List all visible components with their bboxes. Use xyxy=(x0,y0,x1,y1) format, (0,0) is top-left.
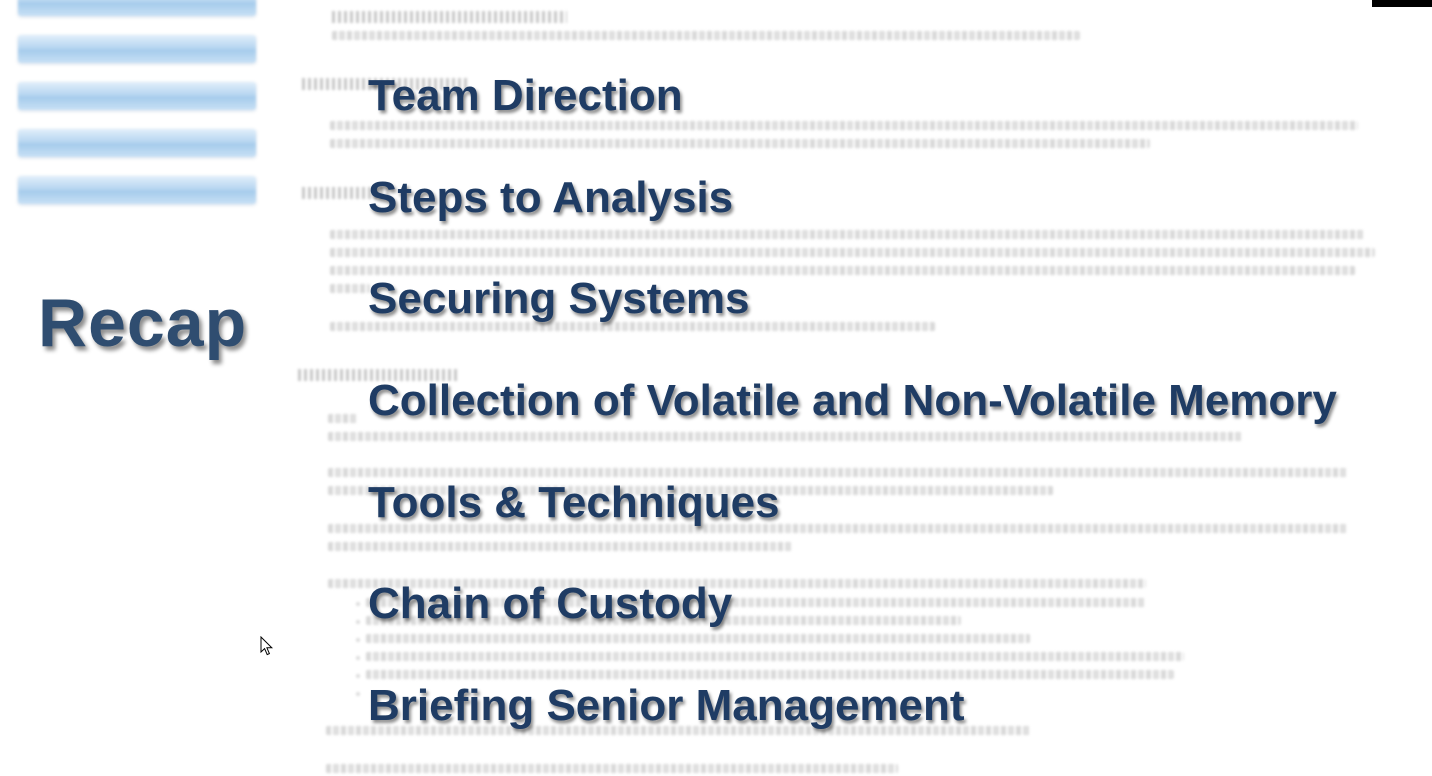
recap-item-securing-systems: Securing Systems xyxy=(368,274,750,324)
faded-text-line xyxy=(328,542,793,551)
faded-text-line xyxy=(328,579,1146,588)
faded-text-line xyxy=(328,524,1348,533)
faded-bullet xyxy=(356,674,360,678)
faded-text-line xyxy=(328,414,358,423)
faded-text-line xyxy=(302,187,392,199)
faded-text-line xyxy=(366,634,1030,643)
faded-bullet xyxy=(356,620,360,624)
faded-text-line xyxy=(366,670,1174,679)
faded-bullet xyxy=(356,638,360,642)
recap-item-tools-techniques: Tools & Techniques xyxy=(368,477,780,527)
recap-item-memory-collection: Collection of Volatile and Non-Volatile … xyxy=(368,376,1337,426)
faded-text-line xyxy=(330,322,935,331)
recap-item-briefing-management: Briefing Senior Management xyxy=(368,681,965,731)
recap-item-list: Team Direction Steps to Analysis Securin… xyxy=(368,70,1418,776)
faded-bullet xyxy=(356,602,360,606)
faded-text-line xyxy=(326,764,898,773)
background-nav-button[interactable] xyxy=(18,176,256,204)
background-nav-button[interactable] xyxy=(18,82,256,110)
faded-text-line xyxy=(330,139,1150,148)
faded-text-line xyxy=(298,369,460,381)
recap-item-steps-to-analysis: Steps to Analysis xyxy=(368,172,734,222)
faded-text-line xyxy=(332,31,1080,40)
recap-heading: Recap xyxy=(38,285,248,361)
faded-text-line xyxy=(302,78,467,90)
faded-text-line xyxy=(330,230,1365,239)
corner-black-bar xyxy=(1372,0,1432,7)
background-nav-button[interactable] xyxy=(18,129,256,157)
faded-text-line xyxy=(326,726,1031,735)
faded-text-line xyxy=(330,121,1358,130)
faded-bullet xyxy=(356,692,360,696)
faded-text-line xyxy=(330,266,1355,275)
recap-item-team-direction: Team Direction xyxy=(368,71,683,120)
faded-text-line xyxy=(330,248,1375,257)
faded-text-line xyxy=(366,598,1146,607)
faded-text-line xyxy=(366,652,1184,661)
faded-text-line xyxy=(328,468,1348,477)
recap-item-chain-of-custody: Chain of Custody xyxy=(368,579,733,629)
background-nav xyxy=(18,0,256,223)
background-nav-button[interactable] xyxy=(18,35,256,63)
faded-text-line xyxy=(328,432,1243,441)
faded-text-line xyxy=(330,284,370,293)
faded-text-line xyxy=(332,11,567,23)
faded-bullet xyxy=(356,656,360,660)
mouse-pointer-icon xyxy=(260,636,274,656)
background-nav-button[interactable] xyxy=(18,0,256,16)
faded-text-line xyxy=(328,486,1053,495)
faded-text-line xyxy=(366,616,961,625)
